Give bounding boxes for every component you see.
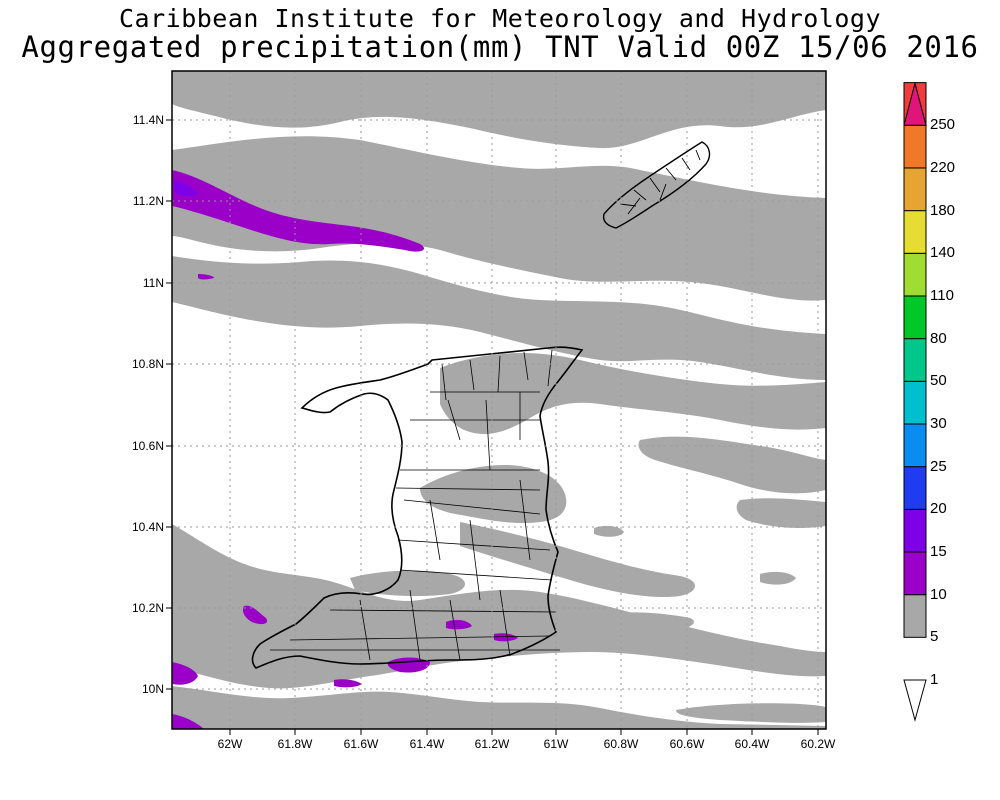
legend-label: 220	[930, 159, 955, 176]
legend-swatch	[903, 81, 927, 126]
legend-swatch	[903, 551, 927, 596]
legend-swatch	[903, 252, 927, 297]
axis-ticks	[166, 119, 819, 735]
legend-label: 180	[930, 202, 955, 219]
x-tick-label: 61.4W	[410, 737, 445, 751]
y-tick-label: 11.2N	[133, 194, 164, 208]
map-title: Aggregated precipitation(mm) TNT Valid 0…	[21, 30, 979, 64]
x-tick-label: 61.2W	[475, 737, 510, 751]
legend-label: 110	[930, 287, 954, 304]
legend-swatch	[903, 679, 927, 722]
precip-light-areas	[172, 71, 826, 729]
legend-swatches	[903, 81, 927, 722]
x-tick-label: 60.4W	[735, 737, 770, 751]
precip-moderate-areas	[172, 170, 518, 729]
y-axis-labels: 11.4N 11.2N 11N 10.8N 10.6N 10.4N 10.2N …	[132, 113, 164, 696]
legend-swatch	[903, 508, 927, 553]
legend-label: 1	[930, 671, 938, 688]
legend-label: 250	[930, 116, 955, 133]
legend-swatch	[903, 295, 927, 340]
legend-swatch	[903, 210, 927, 254]
y-tick-label: 10.8N	[132, 357, 164, 371]
x-tick-label: 60.2W	[801, 737, 836, 751]
legend-labels: 1 5 10 15 20 25 30 50 80 110 140 180 220…	[930, 116, 955, 688]
legend-label: 5	[930, 628, 938, 645]
precip-heavier-area	[174, 180, 198, 197]
legend-swatch	[903, 167, 927, 212]
y-tick-label: 10N	[142, 682, 164, 696]
y-tick-label: 10.4N	[132, 520, 164, 534]
legend-swatch	[903, 338, 927, 382]
legend-swatch	[903, 594, 927, 638]
tobago-island	[602, 141, 711, 229]
y-tick-label: 11.4N	[133, 113, 164, 127]
plot-frame	[171, 70, 827, 730]
x-tick-label: 60.6W	[670, 737, 705, 751]
x-tick-label: 61.6W	[344, 737, 379, 751]
legend-label: 30	[930, 415, 947, 432]
legend-label: 50	[930, 372, 947, 389]
precipitation-color-legend: 1 5 10 15 20 25 30 50 80 110 140 180 220…	[903, 81, 955, 722]
legend-swatch	[903, 423, 927, 468]
x-tick-label: 61W	[544, 737, 569, 751]
legend-label: 80	[930, 330, 947, 347]
legend-swatch	[903, 466, 927, 510]
legend-swatch	[903, 380, 927, 425]
legend-label: 15	[930, 543, 947, 560]
legend-label: 20	[930, 500, 947, 517]
x-axis-labels: 62W 61.8W 61.6W 61.4W 61.2W 61W 60.8W 60…	[218, 737, 836, 751]
x-tick-label: 61.8W	[278, 737, 313, 751]
legend-label: 10	[930, 586, 947, 603]
legend-label: 140	[930, 244, 955, 261]
legend-swatch	[903, 124, 927, 169]
institute-title: Caribbean Institute for Meteorology and …	[118, 4, 881, 33]
x-tick-label: 62W	[218, 737, 243, 751]
x-tick-label: 60.8W	[604, 737, 639, 751]
y-tick-label: 11N	[143, 276, 164, 290]
y-tick-label: 10.6N	[132, 439, 164, 453]
lat-lon-grid	[172, 71, 826, 729]
legend-label: 25	[930, 458, 947, 475]
y-tick-label: 10.2N	[132, 601, 164, 615]
